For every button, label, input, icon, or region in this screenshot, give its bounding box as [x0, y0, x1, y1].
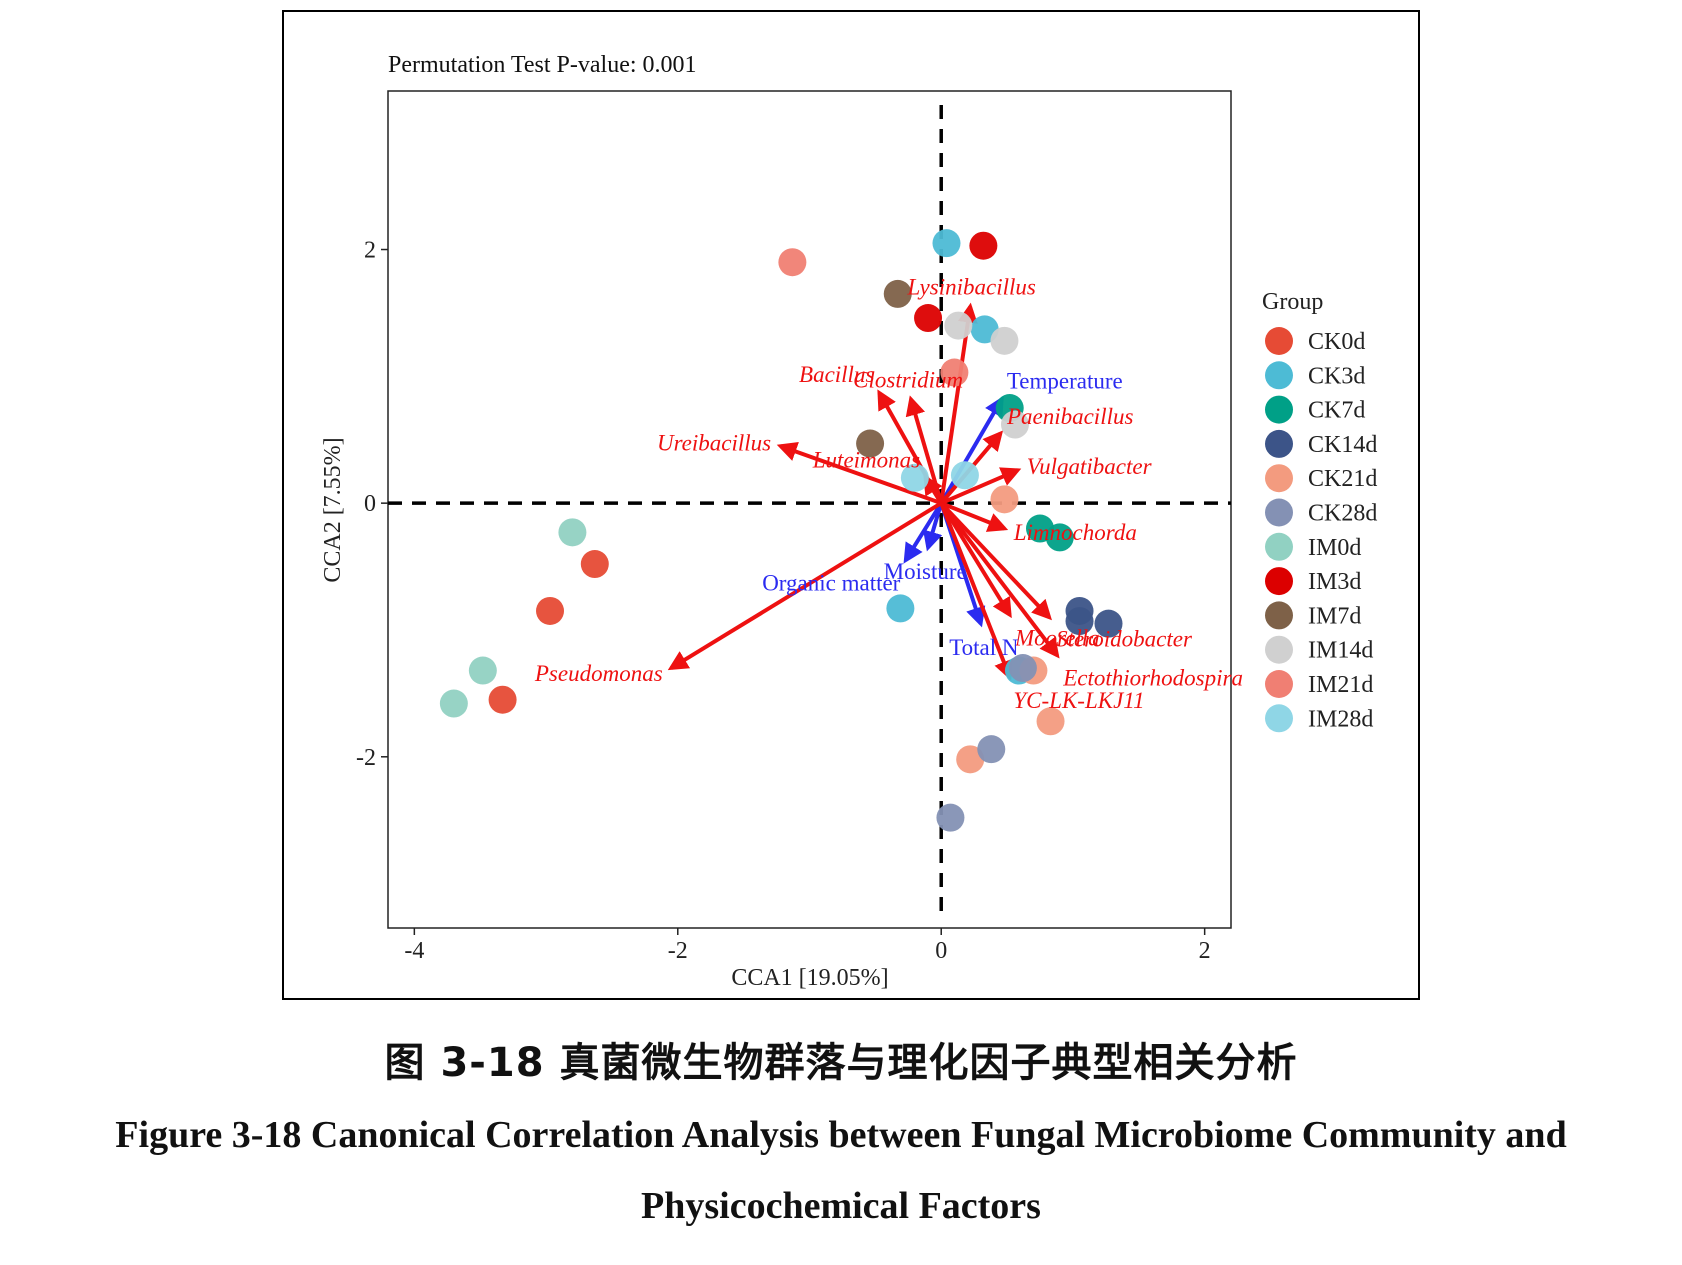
legend-label: IM0d	[1308, 535, 1361, 561]
environment-arrow-label: Organic matter	[762, 571, 900, 596]
species-arrow	[776, 442, 942, 506]
legend-label: IM7d	[1308, 603, 1361, 629]
x-tick-label: -4	[404, 938, 424, 964]
legend-key	[1265, 567, 1293, 596]
sample-point	[914, 304, 943, 333]
sample-point	[1036, 707, 1065, 736]
species-arrow	[940, 501, 1009, 532]
chart-subtitle: Permutation Test P-value: 0.001	[388, 52, 697, 78]
sample-point	[990, 485, 1019, 514]
cca-chart: Permutation Test P-value: 0.001 -4 -2 0 2 -2…	[320, 52, 1377, 991]
legend-key	[1265, 601, 1293, 630]
sample-point	[1000, 410, 1029, 439]
sample-point	[990, 326, 1019, 355]
environment-arrow-label: Moisture	[884, 559, 967, 584]
sample-point	[1045, 523, 1074, 552]
species-arrow-label: Ectothiorhodospira	[1062, 665, 1243, 690]
species-arrow	[940, 467, 1022, 505]
species-arrow	[939, 501, 1060, 659]
species-arrow-label: Moorella	[1014, 625, 1100, 650]
figure-caption-en-line2: Physicochemical Factors	[641, 1185, 1041, 1227]
species-arrow-label: Pseudomonas	[534, 661, 663, 686]
species-arrow	[667, 501, 943, 671]
sample-point	[1008, 654, 1037, 683]
sample-point	[936, 803, 965, 832]
legend-label: CK21d	[1308, 466, 1377, 492]
y-axis-label: CCA2 [7.55%]	[320, 437, 346, 582]
species-arrow-label: Limnochorda	[1013, 520, 1137, 545]
sample-point	[977, 735, 1006, 764]
sample-point	[488, 685, 517, 714]
sample-point	[468, 656, 497, 685]
species-arrow-label: Bacillus	[799, 362, 874, 387]
environment-arrow	[939, 395, 1004, 505]
sample-point	[580, 550, 609, 579]
legend-label: CK14d	[1308, 432, 1377, 458]
legend-label: IM14d	[1308, 638, 1373, 664]
sample-point	[883, 279, 912, 308]
sample-point	[1065, 607, 1094, 636]
species-arrow-label: Paenibacillus	[1006, 404, 1134, 429]
species-arrow-label: Lysinibacillus	[906, 275, 1035, 300]
sample-point	[900, 463, 929, 492]
sample-point	[944, 311, 973, 340]
legend-key	[1265, 670, 1293, 698]
species-arrow	[939, 502, 1014, 681]
species-arrow-label: Vulgatibacter	[1027, 454, 1153, 479]
sample-point	[932, 229, 961, 258]
species-arrow	[939, 502, 1012, 619]
y-tick-label: 0	[364, 491, 376, 517]
legend-key	[1265, 361, 1293, 390]
legend-key	[1265, 429, 1293, 458]
plot-panel	[387, 90, 1232, 929]
legend-label: IM3d	[1308, 569, 1361, 595]
figure-caption-cn: 图 3-18 真菌微生物群落与理化因子典型相关分析	[384, 1040, 1298, 1086]
x-tick-label: 2	[1199, 938, 1211, 964]
x-axis-label: CCA1 [19.05%]	[731, 965, 888, 991]
sample-point	[778, 248, 807, 277]
species-arrow-label: Luteimonas	[812, 447, 920, 472]
sample-point	[886, 594, 915, 623]
legend-key	[1265, 704, 1293, 733]
legend-key	[1265, 635, 1293, 664]
species-arrow-label: Steroidobacter	[1056, 627, 1193, 652]
environment-arrow	[923, 502, 944, 552]
legend-key	[1265, 498, 1293, 527]
sample-point	[558, 518, 587, 547]
sample-point	[856, 429, 885, 458]
species-arrow-label: Ureibacillus	[657, 431, 771, 456]
legend-label: CK28d	[1308, 501, 1377, 527]
legend-key	[1265, 464, 1293, 493]
legend-key	[1265, 395, 1293, 424]
sample-point	[956, 745, 985, 774]
y-tick-label: -2	[356, 745, 376, 771]
figure-caption-en-line1: Figure 3-18 Canonical Correlation Analys…	[115, 1114, 1567, 1156]
x-tick-label: -2	[668, 938, 688, 964]
sample-point	[439, 689, 468, 718]
legend-label: IM28d	[1308, 706, 1373, 732]
y-tick-label: 2	[364, 238, 376, 264]
legend-label: CK0d	[1308, 329, 1365, 355]
sample-point	[940, 358, 969, 387]
species-arrow-label: YC-LK-LKJ11	[1013, 688, 1144, 713]
sample-point	[950, 461, 979, 490]
legend-label: CK7d	[1308, 398, 1365, 424]
sample-point	[536, 596, 565, 625]
legend-label: CK3d	[1308, 363, 1365, 389]
species-arrow	[939, 501, 1052, 621]
legend-key	[1265, 532, 1293, 561]
figure-frame	[282, 10, 1420, 1000]
sample-point	[1094, 609, 1123, 638]
sample-point	[969, 231, 998, 260]
species-arrow-label: Clostridium	[853, 368, 963, 393]
x-tick-label: 0	[935, 938, 947, 964]
environment-arrow-label: Total N	[949, 635, 1019, 660]
environment-arrow-label: Temperature	[1007, 369, 1123, 394]
legend-key	[1265, 327, 1293, 355]
legend-title: Group	[1262, 289, 1323, 315]
legend-label: IM21d	[1308, 672, 1373, 698]
species-arrow	[939, 302, 978, 504]
